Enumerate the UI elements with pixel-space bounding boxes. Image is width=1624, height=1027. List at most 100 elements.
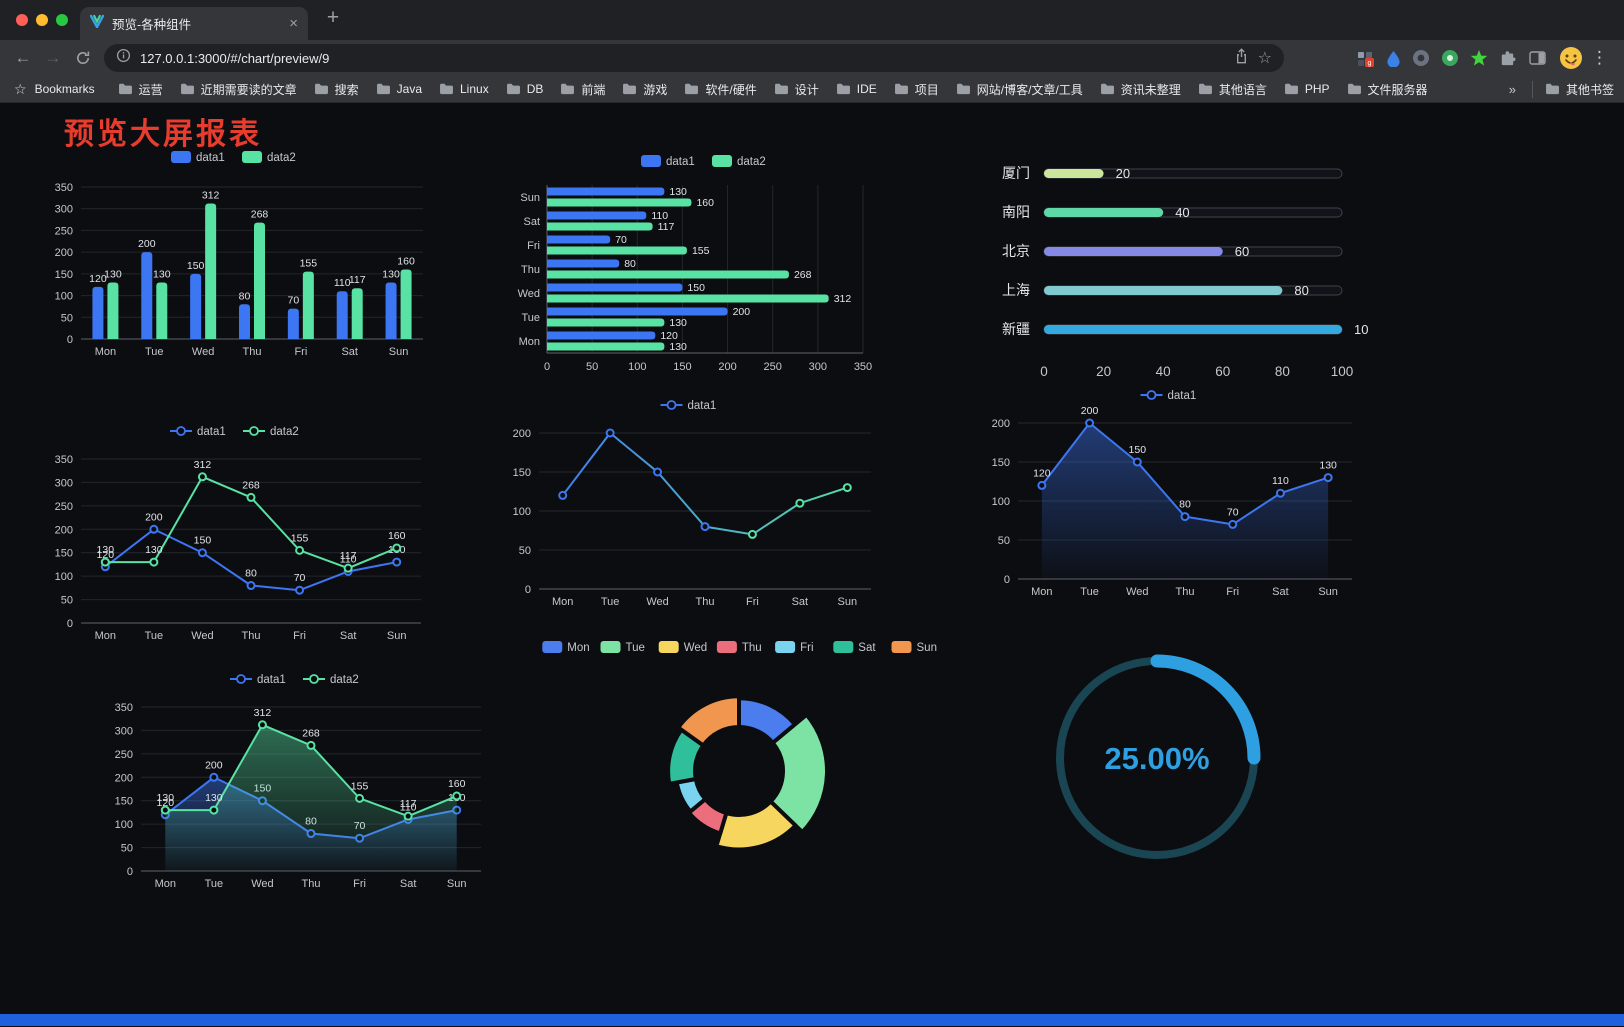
bookmark-item[interactable]: 其他语言 [1191, 79, 1274, 100]
svg-text:100: 100 [513, 506, 531, 518]
svg-text:100: 100 [1354, 322, 1368, 337]
svg-text:312: 312 [254, 707, 272, 719]
svg-text:80: 80 [1275, 364, 1290, 379]
other-bookmarks[interactable]: 其他书签 [1531, 80, 1614, 98]
back-button[interactable]: ← [14, 48, 32, 67]
new-tab-button[interactable]: + [326, 6, 340, 29]
share-icon[interactable] [1234, 47, 1249, 69]
sidebar-toggle-icon[interactable] [1528, 49, 1547, 67]
svg-text:Fri: Fri [293, 630, 306, 642]
city-progress-bars-chart: 厦门 20 南阳 40 北京 60 上海 80 新疆 100 0 20 40 60 80 100 [972, 149, 1376, 397]
svg-text:80: 80 [1179, 499, 1191, 511]
horizontal-bar-chart: data1 data2 0 50 100 150 200 250 300 350 Mon 120 130… [505, 145, 905, 385]
browser-menu-icon[interactable]: ⋮ [1591, 48, 1608, 67]
svg-text:Fri: Fri [746, 596, 759, 608]
address-bar[interactable]: 127.0.0.1:3000/#/chart/preview/9 ☆ [104, 44, 1284, 72]
svg-text:新疆: 新疆 [1002, 321, 1030, 337]
page-title: 预览大屏报表 [64, 118, 262, 151]
svg-text:Mon: Mon [95, 630, 116, 642]
svg-text:60: 60 [1215, 364, 1230, 379]
bookmark-item[interactable]: DB [499, 80, 551, 98]
svg-text:268: 268 [302, 727, 320, 739]
svg-text:350: 350 [854, 361, 872, 373]
bookmark-item[interactable]: 网站/博客/文章/工具 [949, 79, 1090, 100]
svg-text:120: 120 [1033, 467, 1051, 479]
svg-text:Fri: Fri [800, 642, 813, 654]
bookmarks-label[interactable]: Bookmarks [34, 82, 95, 96]
footer-accent-bar [0, 1014, 1624, 1026]
svg-text:80: 80 [239, 290, 251, 302]
chart-canvas: 25.00% [1056, 654, 1261, 859]
profile-avatar[interactable] [1559, 46, 1583, 70]
svg-text:150: 150 [115, 796, 133, 808]
svg-text:200: 200 [718, 361, 736, 373]
minimize-window-button[interactable] [36, 14, 48, 26]
svg-text:Fri: Fri [527, 240, 540, 252]
bookmark-item[interactable]: Java [369, 80, 429, 98]
browser-tab[interactable]: 预览-各种组件 × [80, 7, 308, 40]
svg-text:Tue: Tue [145, 346, 164, 358]
bookmark-item[interactable]: 设计 [767, 79, 826, 100]
blue-drop-extension-icon[interactable] [1386, 50, 1401, 67]
svg-text:厦门: 厦门 [1002, 165, 1030, 181]
svg-text:0: 0 [544, 361, 550, 373]
svg-text:117: 117 [400, 798, 417, 810]
bookmark-item[interactable]: 搜索 [307, 79, 366, 100]
svg-text:data1: data1 [257, 674, 286, 686]
bookmark-item[interactable]: Linux [432, 80, 496, 98]
svg-text:250: 250 [115, 749, 133, 761]
bookmark-item[interactable]: 前端 [553, 79, 612, 100]
svg-text:110: 110 [1272, 475, 1289, 487]
close-window-button[interactable] [16, 14, 28, 26]
svg-text:data1: data1 [196, 152, 225, 164]
page-content: 预览大屏报表 data1 data2 0 50 100 150 200 250 300 350 Mo… [0, 103, 1624, 1026]
green-circle-extension-icon[interactable] [1441, 49, 1459, 67]
svg-text:160: 160 [397, 256, 415, 268]
svg-text:160: 160 [388, 530, 406, 542]
bookmark-star-icon[interactable]: ☆ [1257, 50, 1272, 67]
svg-text:20: 20 [1116, 166, 1130, 181]
svg-text:150: 150 [1129, 444, 1147, 456]
bookmark-item[interactable]: 近期需要读的文章 [173, 79, 304, 100]
svg-text:300: 300 [55, 204, 73, 216]
svg-text:Sat: Sat [341, 346, 358, 358]
chart-canvas: data1 0 50 100 150 200 Mon Tue Wed Thu Fri Sat Sun 12… [992, 390, 1352, 598]
svg-text:0: 0 [67, 334, 73, 346]
svg-text:110: 110 [651, 210, 668, 222]
svg-text:Tue: Tue [1080, 586, 1099, 598]
bookmark-item[interactable]: 软件/硬件 [677, 79, 763, 100]
green-star-extension-icon[interactable] [1470, 49, 1488, 67]
svg-text:150: 150 [187, 260, 205, 272]
grey-circle-extension-icon[interactable] [1412, 49, 1430, 67]
maximize-window-button[interactable] [56, 14, 68, 26]
svg-text:Thu: Thu [696, 596, 715, 608]
bookmark-item[interactable]: IDE [829, 80, 884, 98]
bookmark-item[interactable]: 项目 [887, 79, 946, 100]
svg-text:Tue: Tue [626, 642, 645, 654]
window-controls [0, 14, 82, 26]
bookmarks-star-icon[interactable]: ☆ [14, 80, 27, 97]
bookmark-item[interactable]: 资讯未整理 [1093, 79, 1188, 100]
svg-text:130: 130 [669, 186, 687, 198]
svg-text:Fri: Fri [1226, 586, 1239, 598]
svg-text:data1: data1 [197, 426, 226, 438]
forward-button[interactable]: → [44, 48, 62, 67]
chart-canvas: 厦门 20 南阳 40 北京 60 上海 80 新疆 100 0 20 40 60 80 100 [1002, 165, 1376, 379]
bookmark-item[interactable]: 游戏 [615, 79, 674, 100]
bookmark-item[interactable]: PHP [1277, 80, 1337, 98]
svg-text:data1: data1 [688, 400, 717, 412]
svg-text:250: 250 [55, 225, 73, 237]
extensions-puzzle-icon[interactable] [1499, 49, 1517, 67]
bookmark-item[interactable]: 运营 [111, 79, 170, 100]
reload-button[interactable] [68, 50, 98, 66]
svg-text:Sun: Sun [917, 642, 937, 654]
bookmarks-overflow-chevron[interactable]: » [1508, 81, 1516, 97]
svg-text:250: 250 [55, 501, 73, 513]
tab-close-icon[interactable]: × [289, 15, 298, 32]
svg-text:Fri: Fri [294, 346, 307, 358]
extension-grid-badge-icon[interactable]: g [1356, 49, 1375, 68]
bookmark-item[interactable]: 文件服务器 [1340, 79, 1435, 100]
site-info-icon[interactable] [116, 48, 131, 68]
svg-text:Sat: Sat [792, 596, 809, 608]
